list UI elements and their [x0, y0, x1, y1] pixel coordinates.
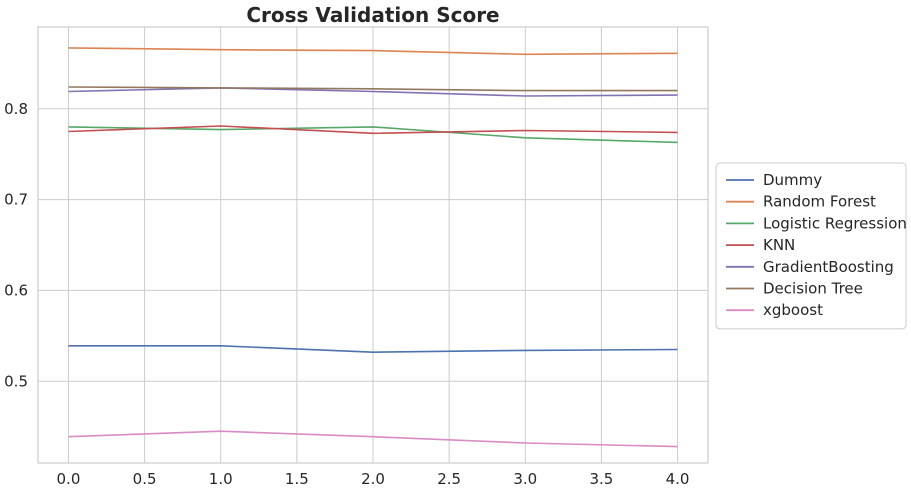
series-line-random-forest — [68, 47, 678, 56]
series-line-decision-tree — [68, 86, 678, 92]
legend-label: Logistic Regression — [763, 214, 907, 232]
legend-label: Decision Tree — [763, 280, 863, 298]
y-tick-label: 0.6 — [4, 281, 28, 299]
series-line-knn — [68, 125, 678, 135]
y-tick-label: 0.5 — [4, 372, 28, 390]
y-tick-label: 0.8 — [4, 100, 28, 118]
series-group — [68, 47, 678, 448]
legend-box — [715, 162, 907, 330]
series-line-logistic-regression — [68, 126, 678, 144]
y-axis-ticks: 0.5 0.6 0.7 0.8 — [4, 100, 28, 391]
series-line-xgboost — [68, 430, 678, 448]
x-tick-label: 2.0 — [361, 470, 385, 488]
x-tick-label: 4.0 — [666, 470, 690, 488]
x-tick-label: 2.5 — [437, 470, 461, 488]
series-line-gradientboosting — [68, 87, 678, 97]
x-tick-label: 0.0 — [57, 470, 81, 488]
x-tick-label: 0.5 — [133, 470, 157, 488]
x-tick-label: 1.0 — [209, 470, 233, 488]
y-tick-label: 0.7 — [4, 191, 28, 209]
x-tick-label: 3.0 — [513, 470, 537, 488]
legend: Dummy Random Forest Logistic Regression KNN… — [715, 162, 907, 330]
legend-label: Random Forest — [763, 193, 876, 211]
legend-label: KNN — [763, 236, 795, 254]
grid — [38, 27, 708, 463]
legend-label: Dummy — [763, 171, 822, 189]
x-tick-label: 1.5 — [285, 470, 309, 488]
legend-label: GradientBoosting — [763, 258, 894, 276]
plot-frame — [37, 26, 709, 464]
chart-title: Cross Validation Score — [246, 3, 499, 27]
x-axis-ticks: 0.0 0.5 1.0 1.5 2.0 2.5 3.0 3.5 4.0 — [57, 470, 690, 488]
x-tick-label: 3.5 — [589, 470, 613, 488]
series-line-dummy — [68, 344, 678, 354]
legend-label: xgboost — [763, 301, 823, 319]
